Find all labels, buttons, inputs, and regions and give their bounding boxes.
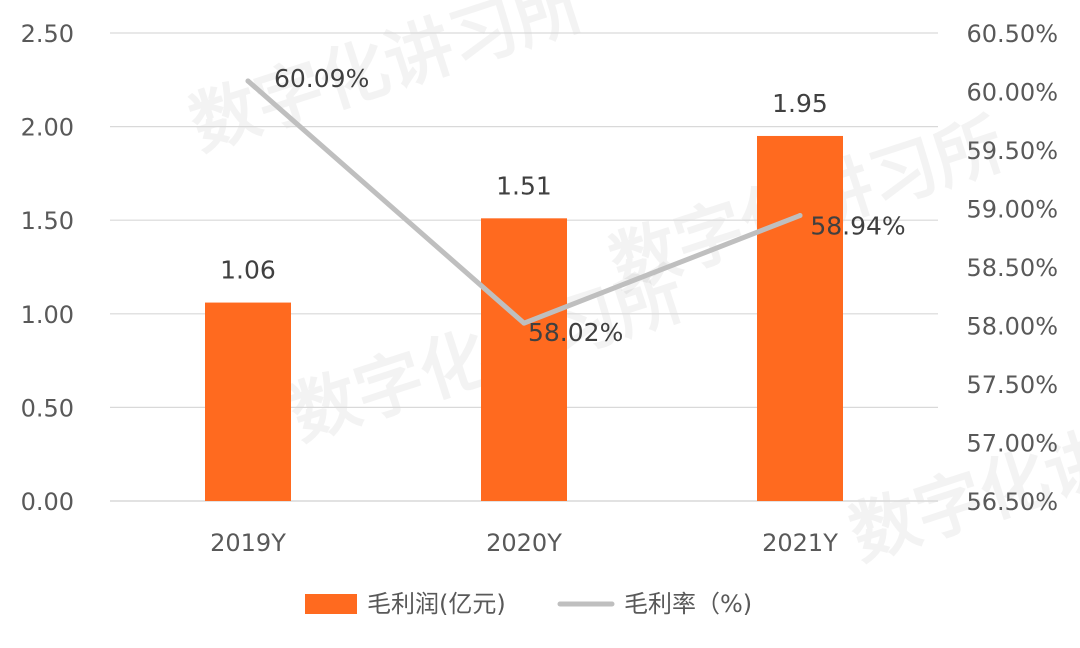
line-data-label: 60.09% [274,64,369,93]
y-right-tick-label: 58.00% [966,313,1058,341]
y-right-tick-label: 57.00% [966,430,1058,458]
axis-labels: 0.00 0.50 1.00 1.50 2.00 2.50 56.50% 57.00% 57.5… [21,20,1058,557]
bar [757,135,843,501]
y-left-tick-label: 0.00 [21,488,74,516]
line-point [521,320,527,326]
y-left-tick-label: 1.50 [21,207,74,235]
legend: 毛利润(亿元) 毛利率（%) [305,590,752,618]
x-tick-label: 2021Y [762,529,838,557]
x-tick-label: 2020Y [486,529,562,557]
legend-label-line: 毛利率（%) [624,590,752,618]
line-point [245,78,251,84]
bar-data-label: 1.51 [496,171,552,200]
y-right-tick-label: 60.00% [966,79,1058,107]
x-tick-label: 2019Y [210,529,286,557]
bar [481,218,567,501]
line-series [245,78,803,326]
y-right-tick-label: 59.00% [966,196,1058,224]
y-right-tick-label: 58.50% [966,254,1058,282]
y-left-tick-label: 1.00 [21,301,74,329]
legend-label-bar: 毛利润(亿元) [367,590,506,618]
bar [205,302,291,501]
y-left-tick-label: 2.00 [21,114,74,142]
line-data-label: 58.02% [528,318,623,347]
bar-data-label: 1.06 [220,256,276,285]
line-data-label: 58.94% [810,212,905,241]
data-labels: 1.06 1.51 1.95 60.09% 58.02% 58.94% [220,64,906,347]
y-right-tick-label: 56.50% [966,488,1058,516]
bar-data-label: 1.95 [772,89,828,118]
y-left-tick-label: 0.50 [21,394,74,422]
legend-swatch-bar [305,594,357,614]
y-right-tick-label: 60.50% [966,20,1058,48]
y-right-tick-label: 57.50% [966,371,1058,399]
line-point [797,213,803,219]
watermark-text: 数字化讲习所 [181,0,593,166]
y-left-tick-label: 2.50 [21,20,74,48]
watermark-text: 数字化讲习所 [841,375,1080,576]
bar-series [205,135,843,501]
y-right-tick-label: 59.50% [966,137,1058,165]
